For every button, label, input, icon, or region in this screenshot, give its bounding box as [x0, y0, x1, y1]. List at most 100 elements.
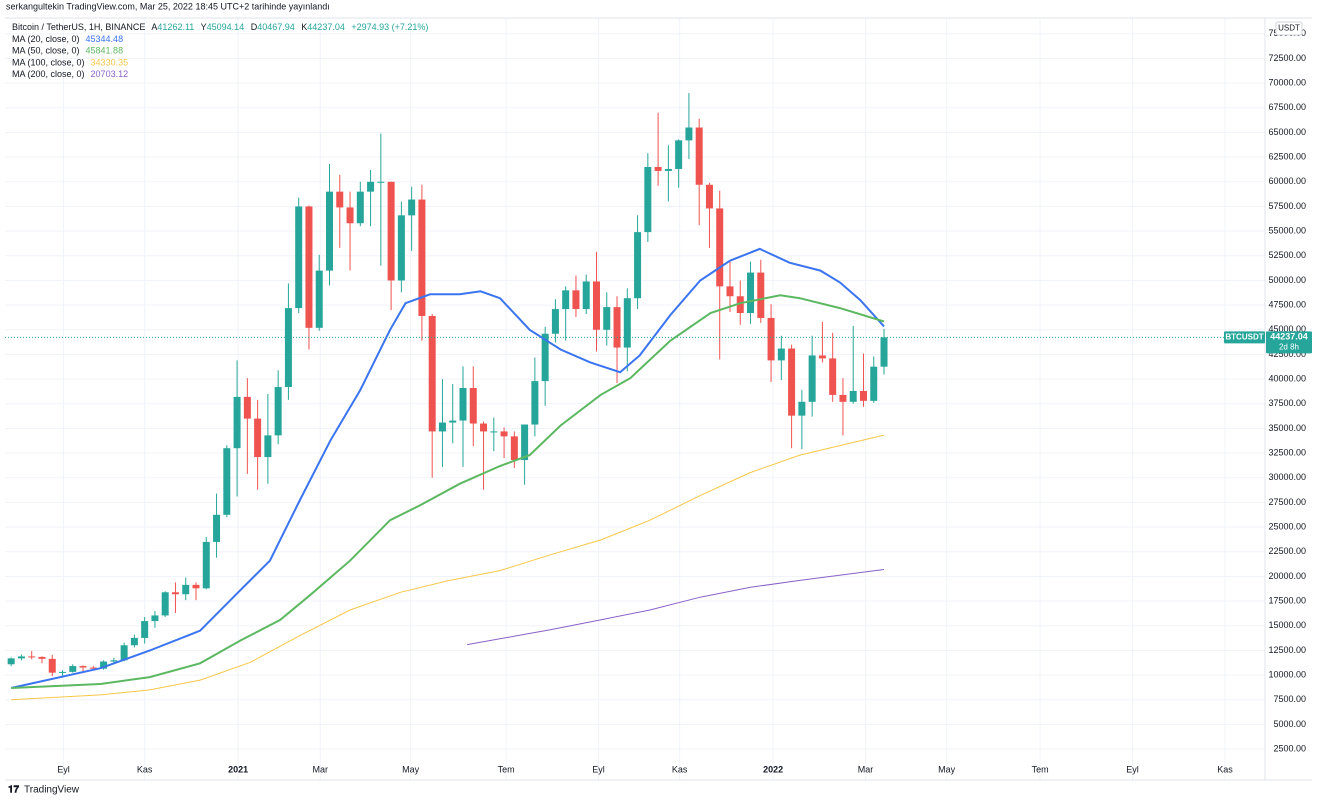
- ohlc-label: A: [151, 22, 157, 32]
- y-tick-label: 40000.00: [1268, 374, 1306, 384]
- x-tick-label: Tem: [1032, 764, 1049, 774]
- candle-body: [521, 424, 529, 461]
- ohlc-label: Y: [201, 22, 207, 32]
- candle-body: [531, 381, 539, 425]
- candle-body: [705, 184, 713, 209]
- candle-body: [274, 387, 282, 436]
- symbol-badge: [1224, 331, 1265, 344]
- candle-body: [213, 514, 221, 542]
- ma-line: [10, 247, 885, 689]
- ma-name: MA (100, close, 0): [12, 58, 85, 68]
- legend-header: Bitcoin / TetherUS, 1H, BINANCE A41262.1…: [12, 22, 428, 32]
- ma-value: 20703.12: [91, 69, 129, 79]
- y-tick-label: 45000.00: [1268, 324, 1306, 334]
- candle-body: [346, 207, 354, 224]
- candle-body: [582, 281, 590, 310]
- candle-body: [829, 358, 837, 395]
- candle-body: [777, 348, 785, 361]
- candle-body: [859, 390, 867, 401]
- y-tick-label: 27500.00: [1268, 497, 1306, 507]
- y-tick-label: 62500.00: [1268, 152, 1306, 162]
- candle-body: [654, 166, 662, 171]
- candle-body: [59, 671, 67, 673]
- countdown-label: 2d 8h: [1279, 342, 1299, 351]
- candle-body: [387, 181, 395, 281]
- y-tick-label: 52500.00: [1268, 250, 1306, 260]
- currency-label: USDT: [1278, 24, 1300, 33]
- candle-body: [7, 658, 15, 665]
- candle-body: [736, 296, 744, 314]
- brand: TradingView: [24, 785, 80, 796]
- footer-logo: 𝟏𝟕 TradingView: [8, 785, 80, 796]
- ohlc-value: 40467.94: [257, 22, 295, 32]
- candle-body: [264, 435, 272, 458]
- candle-body: [438, 422, 446, 432]
- candle-body: [223, 448, 231, 515]
- candle-body: [870, 366, 878, 401]
- ma-line: [11, 434, 885, 701]
- y-tick-label: 20000.00: [1268, 571, 1306, 581]
- candle-body: [305, 206, 313, 328]
- x-tick-label: 2021: [228, 764, 248, 774]
- y-tick-label: 30000.00: [1268, 472, 1306, 482]
- candle-body: [541, 333, 549, 382]
- ma-line: [467, 569, 885, 646]
- candle-body: [551, 309, 559, 334]
- x-tick-label: Tem: [498, 764, 515, 774]
- candle-body: [449, 420, 457, 423]
- y-tick-label: 65000.00: [1268, 127, 1306, 137]
- candle-body: [254, 418, 262, 458]
- y-tick-label: 47500.00: [1268, 300, 1306, 310]
- y-tick-label: 25000.00: [1268, 522, 1306, 532]
- ma-value: 45841.88: [86, 46, 124, 56]
- candle-body: [562, 290, 570, 310]
- y-tick-label: 2500.00: [1273, 744, 1306, 754]
- y-tick-label: 7500.00: [1273, 694, 1306, 704]
- ohlc-value: 44237.04: [307, 22, 345, 32]
- price-badge: [1266, 331, 1312, 354]
- x-tick-label: 2022: [763, 764, 783, 774]
- candle-body: [397, 215, 405, 281]
- x-tick-label: Mar: [313, 764, 329, 774]
- ma-value: 34330.35: [91, 58, 129, 68]
- y-tick-label: 50000.00: [1268, 275, 1306, 285]
- candle-body: [767, 317, 775, 361]
- x-tick-label: Eyl: [57, 764, 70, 774]
- x-tick-label: Eyl: [592, 764, 605, 774]
- candle-body: [695, 127, 703, 185]
- x-tick-label: Eyl: [1126, 764, 1139, 774]
- candle-body: [367, 181, 375, 192]
- candle-body: [161, 592, 169, 616]
- candle-body: [808, 355, 816, 402]
- candle-body: [141, 621, 149, 638]
- ohlc-label: K: [301, 22, 307, 32]
- candle-body: [38, 656, 46, 659]
- candle-body: [839, 394, 847, 402]
- candle-body: [182, 584, 190, 595]
- candle-body: [120, 645, 128, 661]
- candle-body: [459, 388, 467, 421]
- candle-body: [685, 127, 693, 141]
- candle-body: [500, 431, 508, 437]
- y-tick-label: 12500.00: [1268, 645, 1306, 655]
- y-tick-label: 15000.00: [1268, 620, 1306, 630]
- ma-legend: MA (200, close, 0) 20703.12: [12, 69, 128, 79]
- candle-body: [79, 666, 87, 668]
- ma-value: 45344.48: [86, 34, 124, 44]
- candle-body: [243, 396, 251, 419]
- y-tick-label: 55000.00: [1268, 226, 1306, 236]
- change: +2974.93 (+7.21%): [351, 22, 428, 32]
- ohlc-value: 45094.14: [207, 22, 245, 32]
- y-tick-label: 35000.00: [1268, 423, 1306, 433]
- y-tick-label: 32500.00: [1268, 448, 1306, 458]
- x-tick-label: May: [402, 764, 420, 774]
- candle-body: [613, 307, 621, 348]
- candle-body: [818, 355, 826, 359]
- ma-line: [11, 294, 885, 689]
- candle-body: [48, 658, 56, 673]
- x-tick-label: Kas: [1217, 764, 1233, 774]
- candle-body: [28, 656, 36, 658]
- candle-body: [356, 191, 364, 224]
